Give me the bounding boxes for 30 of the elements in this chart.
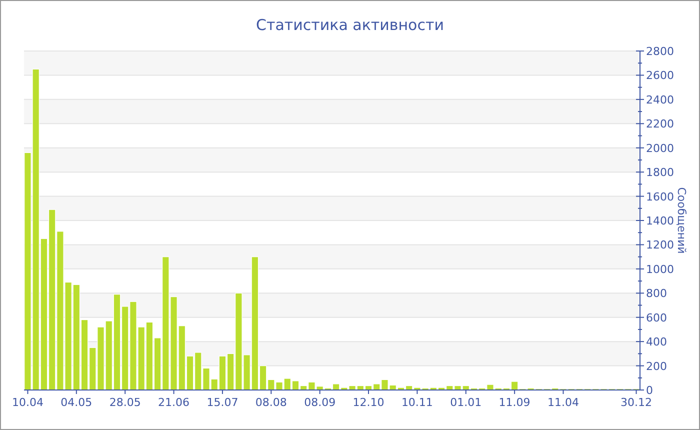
y-axis-title: Сообщений: [675, 187, 688, 254]
x-tick-label: 01.01: [450, 396, 482, 409]
x-tick-label: 12.10: [352, 396, 384, 409]
x-tick-label: 30.12: [620, 396, 652, 409]
y-tick-label: 1400: [646, 214, 674, 228]
y-tick-label: 0: [646, 384, 653, 397]
x-tick-label: 21.06: [158, 396, 190, 409]
y-tick-label: 2400: [646, 93, 674, 106]
y-tick-label: 1200: [646, 238, 674, 252]
x-tick-label: 28.05: [109, 396, 141, 409]
x-tick-label: 08.08: [255, 396, 287, 409]
x-tick-label: 11.09: [498, 396, 530, 409]
x-tick-label: 04.05: [60, 396, 92, 409]
y-tick-label: 200: [646, 360, 667, 373]
x-tick-label: 10.04: [12, 396, 44, 409]
y-tick-label: 1800: [646, 166, 674, 180]
chart-title: Статистика активности: [256, 16, 444, 34]
y-tick-label: 800: [646, 287, 667, 300]
x-tick-label: 10.11: [401, 396, 433, 409]
x-tick-label: 15.07: [206, 396, 238, 409]
y-tick-label: 2600: [646, 69, 674, 82]
y-tick-label: 400: [646, 336, 667, 349]
y-tick-label: 600: [646, 311, 667, 324]
y-tick-label: 1000: [646, 262, 674, 276]
y-tick-label: 2800: [646, 45, 674, 58]
y-tick-label: 2000: [646, 142, 674, 155]
x-tick-label: 11.04: [547, 396, 579, 409]
y-tick-label: 2200: [646, 118, 674, 131]
x-tick-label: 08.09: [304, 396, 336, 409]
y-tick-label: 1600: [646, 190, 674, 204]
